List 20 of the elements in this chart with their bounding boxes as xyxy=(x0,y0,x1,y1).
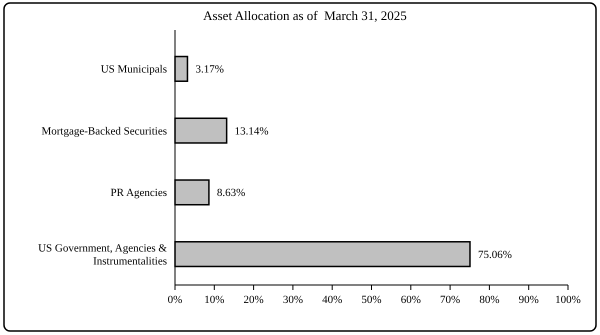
x-tick-label: 30% xyxy=(282,294,303,306)
x-tick-label: 20% xyxy=(244,294,264,306)
x-tick-label: 60% xyxy=(400,294,421,306)
x-tick-label: 70% xyxy=(440,294,460,306)
y-tick-label: Mortgage-Backed Securities xyxy=(41,125,167,138)
x-tick-label: 40% xyxy=(322,294,342,306)
x-tick-label: 10% xyxy=(204,294,224,306)
x-tick-label: 50% xyxy=(361,294,382,306)
data-label: 13.14% xyxy=(234,125,269,138)
data-label: 3.17% xyxy=(195,64,224,76)
x-tick-label: 90% xyxy=(518,294,539,306)
y-tick-label: PR Agencies xyxy=(110,187,167,200)
y-tick-label: US Municipals xyxy=(100,64,167,76)
x-tick-label: 0% xyxy=(168,294,182,306)
x-tick-label: 100% xyxy=(555,294,581,306)
data-label: 8.63% xyxy=(216,187,246,200)
data-label: 75.06% xyxy=(478,248,512,261)
y-tick-label: US Government, Agencies & Instrumentalities xyxy=(38,242,168,268)
x-tick-label: 80% xyxy=(479,294,500,306)
chart-title: Asset Allocation as of March 31, 2025 xyxy=(203,8,407,23)
